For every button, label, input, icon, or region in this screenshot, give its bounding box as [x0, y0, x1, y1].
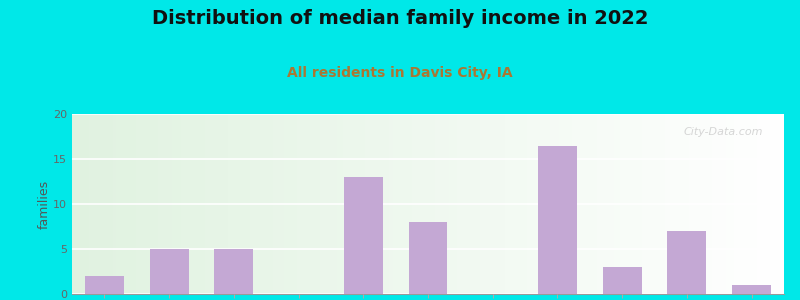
- Text: All residents in Davis City, IA: All residents in Davis City, IA: [287, 66, 513, 80]
- Bar: [667, 231, 706, 294]
- Bar: [409, 222, 447, 294]
- Bar: [538, 146, 577, 294]
- Y-axis label: families: families: [38, 179, 50, 229]
- Bar: [150, 249, 189, 294]
- Text: Distribution of median family income in 2022: Distribution of median family income in …: [152, 9, 648, 28]
- Bar: [602, 267, 642, 294]
- Bar: [344, 177, 382, 294]
- Text: City-Data.com: City-Data.com: [683, 127, 762, 136]
- Bar: [214, 249, 254, 294]
- Bar: [85, 276, 124, 294]
- Bar: [732, 285, 771, 294]
